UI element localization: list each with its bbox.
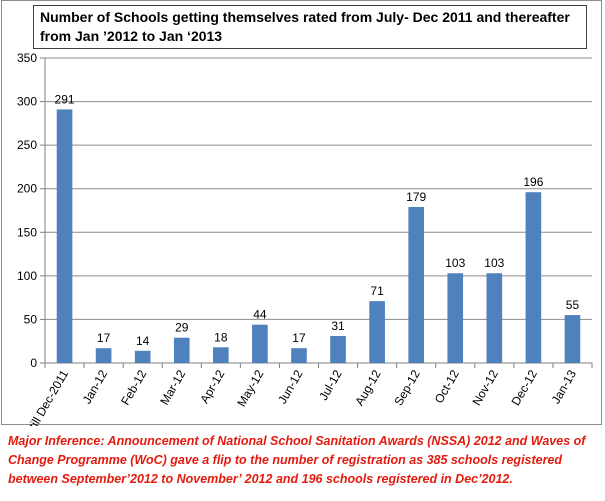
y-tick-label: 150: [17, 225, 37, 239]
bar: [173, 337, 190, 363]
y-tick-label: 100: [17, 269, 37, 283]
data-label: 31: [331, 319, 345, 333]
bar-chart: 0 50 100 150 200 250 300 350 291 till Dec-2011 17…: [17, 51, 593, 426]
bar: [447, 273, 464, 363]
y-tick-label: 350: [17, 51, 37, 65]
data-label: 291: [55, 92, 75, 106]
x-tick-label: Mar-12: [157, 367, 188, 407]
data-label: 55: [566, 298, 580, 312]
bar: [369, 301, 385, 363]
bar: [330, 335, 346, 363]
data-label: 44: [253, 308, 267, 322]
x-tick-label: Nov-12: [469, 367, 501, 408]
chart-frame: 0 50 100 150 200 250 300 350 291 till Dec-2011 17…: [1, 0, 602, 426]
data-label: 17: [292, 331, 306, 345]
x-tick-label: Jun-12: [275, 367, 306, 406]
x-tick-label: Oct-12: [432, 367, 462, 405]
major-inference-note: Major Inference: Announcement of Nationa…: [8, 434, 586, 486]
y-tick-label: 0: [30, 356, 37, 370]
bar: [564, 315, 581, 363]
bar: [134, 350, 151, 363]
y-tick-label: 50: [24, 312, 38, 326]
data-label: 71: [370, 284, 384, 298]
bar: [213, 347, 229, 363]
data-label: 17: [97, 331, 111, 345]
x-tick-label: Dec-12: [509, 367, 541, 408]
bar: [525, 192, 542, 363]
x-tick-label: Apr-12: [197, 367, 227, 405]
data-label: 29: [175, 321, 189, 335]
data-label: 196: [523, 175, 543, 189]
x-tick-label: Sep-12: [391, 367, 423, 408]
bar: [486, 273, 503, 363]
bar: [95, 348, 112, 363]
data-label: 18: [214, 330, 228, 344]
bar: [408, 207, 424, 363]
x-tick-label: Aug-12: [352, 367, 384, 408]
y-tick-label: 300: [17, 95, 37, 109]
bar: [291, 348, 307, 363]
bar: [56, 109, 73, 364]
bar: [252, 324, 268, 363]
data-label: 14: [136, 334, 150, 348]
x-tick-label: Jul-12: [316, 367, 345, 403]
chart-title: Number of Schools getting themselves rat…: [33, 5, 587, 49]
data-label: 103: [484, 256, 504, 270]
x-tick-label: Jan-13: [549, 367, 580, 406]
y-tick-label: 250: [17, 138, 37, 152]
x-tick-label: Jan-12: [80, 367, 111, 406]
x-tick-label: Feb-12: [118, 367, 149, 407]
data-label: 179: [406, 190, 426, 204]
data-label: 103: [445, 256, 465, 270]
x-tick-label: till Dec-2011: [26, 367, 71, 426]
x-tick-label: May-12: [234, 367, 266, 409]
y-tick-label: 200: [17, 182, 37, 196]
